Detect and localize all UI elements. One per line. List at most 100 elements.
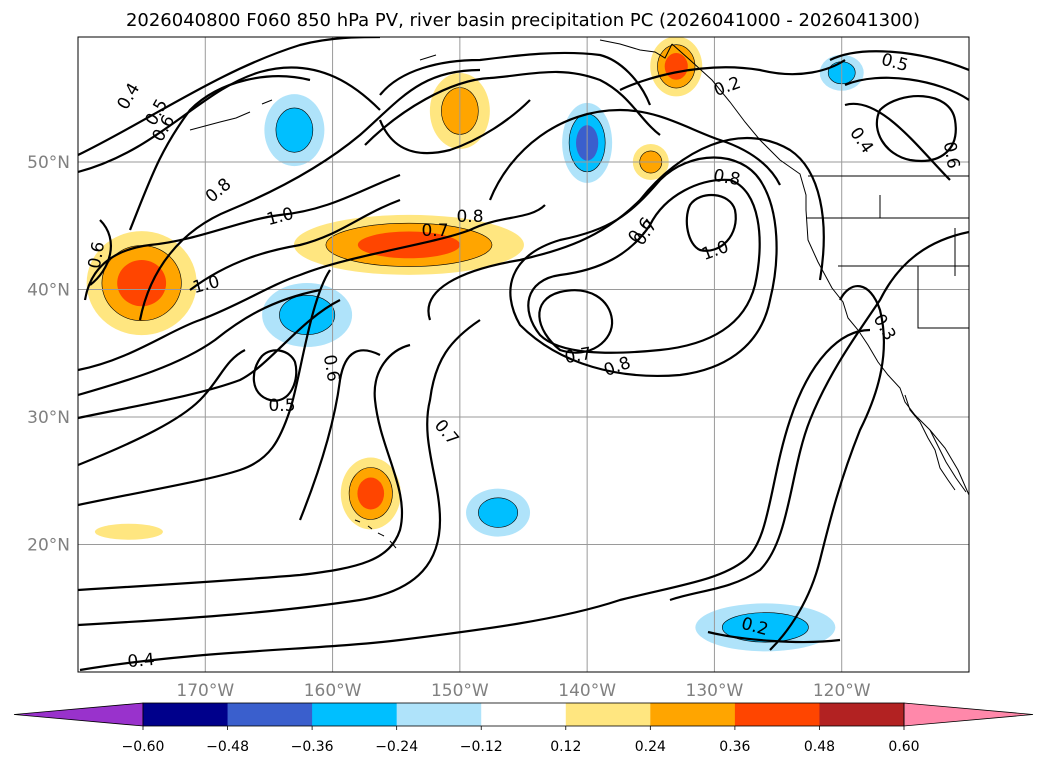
contour-label-group: 0.8 [456, 207, 483, 227]
anomaly-shade [478, 497, 519, 528]
pv-contour [427, 136, 825, 321]
pv-contour [509, 156, 778, 378]
pv-contour [78, 319, 481, 627]
map-frame [77, 36, 970, 673]
precip-pc-shading [86, 37, 864, 652]
north-america-coastline [671, 43, 969, 496]
pv-contour [829, 50, 969, 72]
colorbar-tick-label: −0.36 [291, 739, 334, 755]
pv-contour [844, 76, 969, 101]
anomaly-shade [279, 295, 336, 335]
contour-label: 0.8 [712, 166, 742, 190]
colorbar-bin [396, 703, 482, 726]
contour-label-group: 0.6 [319, 353, 343, 383]
anomaly-shade [94, 523, 163, 540]
anomaly-shade [275, 107, 314, 153]
pv-contour [527, 178, 761, 354]
pv-contour [707, 630, 841, 644]
anomaly-shade [117, 260, 167, 307]
colorbar [13, 702, 1034, 727]
lon-tick-label: 120°W [813, 681, 871, 701]
longitude-tick-labels: 170°W 160°W 150°W 140°W 130°W 120°W [176, 681, 870, 701]
lon-tick-label: 150°W [431, 681, 489, 701]
alaska-coastline [599, 39, 673, 59]
pv-contour [138, 68, 481, 321]
pv-contour [78, 349, 381, 521]
pv-contour [78, 269, 331, 507]
anomaly-shade [664, 53, 688, 80]
contour-label-group: 0.5 [268, 396, 295, 416]
contour-label: 0.5 [268, 396, 295, 416]
colorbar-extend-high [903, 702, 1034, 727]
pv-contour [769, 284, 886, 651]
colorbar-bin [819, 703, 905, 726]
colorbar-tick-label: 0.60 [888, 739, 919, 755]
pv-contour [669, 230, 969, 602]
aleutian-islands [189, 54, 437, 131]
pv-contours [78, 37, 969, 672]
pv-contour [378, 99, 531, 155]
contour-label: 0.6 [85, 240, 109, 270]
contour-label: 0.4 [127, 650, 156, 672]
pv-contour [78, 66, 381, 174]
contour-label: 0.8 [456, 207, 483, 227]
colorbar-bin [565, 703, 651, 726]
pv-contour [844, 102, 951, 181]
lat-tick-label: 20°N [27, 536, 70, 556]
contour-label: 0.7 [421, 221, 448, 241]
baja-coastline [904, 394, 956, 491]
pv-contour [538, 289, 614, 354]
lat-tick-label: 50°N [27, 153, 70, 173]
colorbar-bin [227, 703, 313, 726]
pv-contour [379, 51, 652, 106]
colorbar-bin [143, 703, 229, 726]
contour-label-group: 0.6 [939, 140, 963, 170]
pv-contour [78, 204, 546, 372]
latitude-tick-labels: 20°N 30°N 40°N 50°N [27, 153, 70, 556]
pv-contour [128, 75, 311, 231]
colorbar-tick-label: −0.60 [122, 739, 165, 755]
pv-contour [488, 108, 781, 201]
contour-label-group: 0.8 [712, 166, 742, 190]
contour-label-group: 0.7 [421, 221, 448, 241]
pv-contour [78, 288, 321, 397]
pv-contour [189, 198, 401, 291]
lat-tick-label: 30°N [27, 408, 70, 428]
lon-tick-label: 140°W [558, 681, 616, 701]
chart-title: 2026040800 F060 850 hPa PV, river basin … [126, 10, 920, 31]
pv-contour [78, 299, 341, 420]
colorbar-bin [734, 703, 820, 726]
lon-tick-label: 130°W [686, 681, 744, 701]
pv-contour [875, 94, 957, 163]
pv-contour [364, 70, 661, 146]
colorbar-bin [650, 703, 736, 726]
colorbar-tick-label: −0.12 [460, 739, 503, 755]
colorbar-tick-label: −0.48 [206, 739, 249, 755]
gulf-of-california [929, 429, 967, 493]
hawaii-islands [354, 519, 397, 549]
pv-contour [619, 59, 846, 91]
contour-label: 0.6 [939, 140, 963, 170]
lat-tick-label: 40°N [27, 281, 70, 301]
anomaly-shade [357, 477, 385, 510]
contour-label-group: 0.4 [127, 650, 156, 672]
contour-label: 0.7 [563, 344, 593, 368]
colorbar-bin [312, 703, 398, 726]
pv-contour [252, 349, 298, 402]
colorbar-tick-label: 0.48 [804, 739, 835, 755]
pv-contour [78, 37, 381, 156]
pv-contour [79, 328, 871, 672]
lon-tick-label: 160°W [304, 681, 362, 701]
pv-contour [78, 343, 411, 592]
pv-contour [89, 219, 112, 286]
lon-tick-label: 170°W [176, 681, 234, 701]
colorbar-frame [142, 702, 905, 727]
colorbar-tick-label: 0.24 [635, 739, 666, 755]
map-area: 0.40.50.60.81.00.61.00.80.7 0.60.70.81.00… [78, 37, 969, 672]
colorbar-tick-label: −0.24 [375, 739, 418, 755]
colorbar-extend-low [13, 702, 144, 727]
coastlines [189, 39, 969, 549]
contour-label: 0.6 [319, 353, 343, 383]
colorbar-tick-label: 0.36 [719, 739, 750, 755]
